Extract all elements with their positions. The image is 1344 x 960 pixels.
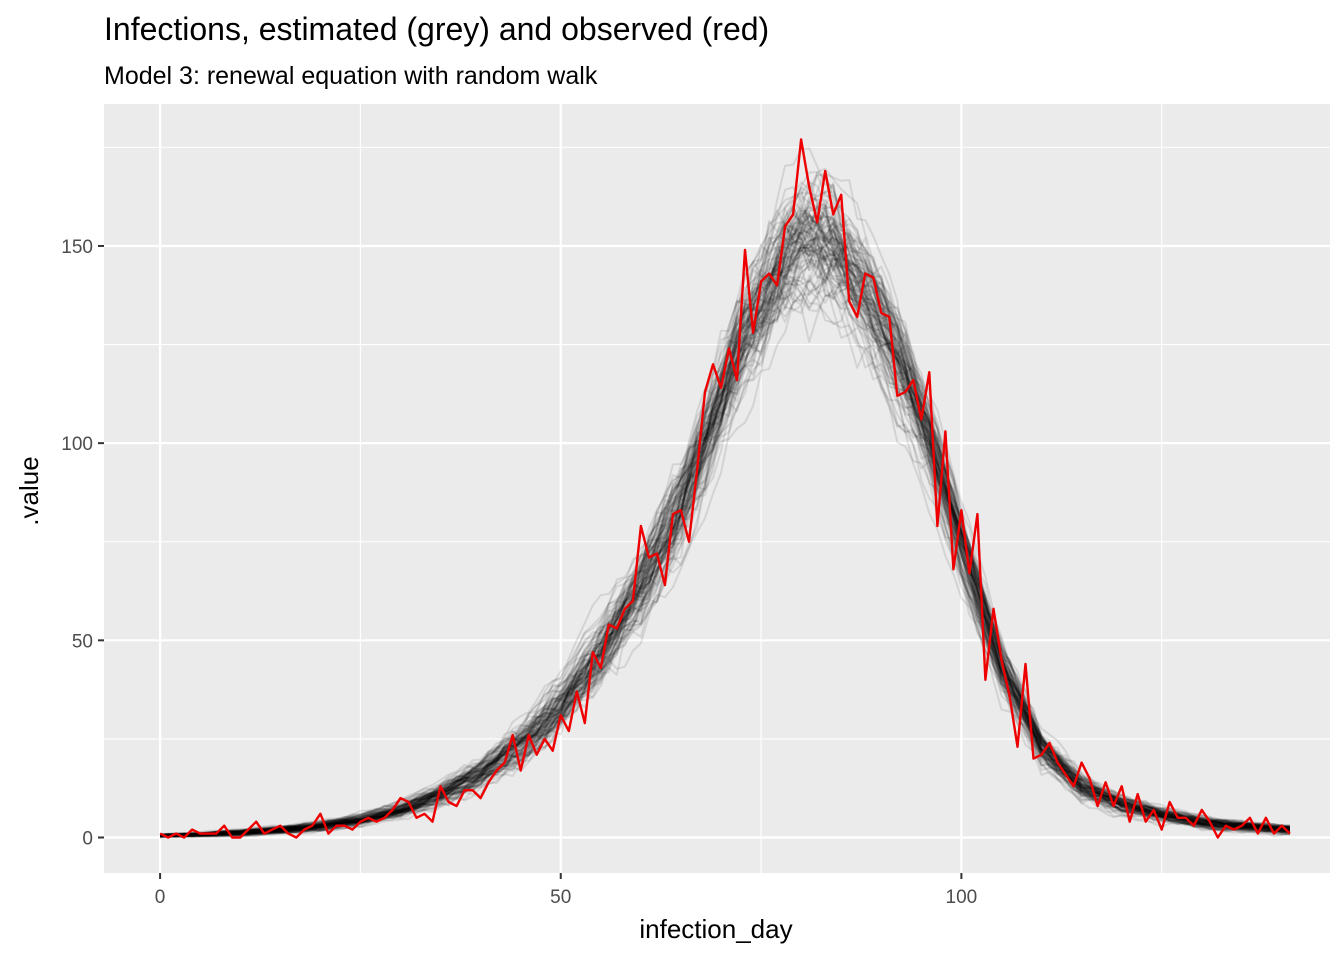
chart-title: Infections, estimated (grey) and observe… xyxy=(104,11,769,47)
estimated-draw-line xyxy=(160,200,1290,837)
estimated-draw-line xyxy=(160,239,1291,837)
estimated-draw-line xyxy=(160,241,1290,839)
x-tick-label: 0 xyxy=(155,887,166,908)
y-tick-label: 150 xyxy=(61,237,93,258)
estimated-draw-line xyxy=(160,199,1291,837)
x-tick-label: 100 xyxy=(946,887,978,908)
estimated-draw-line xyxy=(160,274,1291,839)
estimated-draw-line xyxy=(160,292,1291,839)
axes: 0 50 100 0 50 100 150 xyxy=(61,237,977,908)
observed-line xyxy=(159,138,1291,839)
estimated-draw-line xyxy=(160,218,1291,837)
plot-panel xyxy=(104,104,1330,873)
estimated-draw-line xyxy=(160,256,1291,838)
y-axis-title: .value xyxy=(14,456,44,525)
estimated-draw-line xyxy=(160,226,1291,836)
estimated-draw-line xyxy=(160,249,1290,838)
estimated-draw-line xyxy=(160,228,1290,837)
minor-gridlines xyxy=(104,104,1330,873)
estimated-draw-line xyxy=(159,247,1290,838)
estimated-draw-line xyxy=(160,275,1291,838)
estimated-draw-line xyxy=(160,205,1291,837)
observed-series xyxy=(159,138,1291,839)
estimated-draw-line xyxy=(159,220,1290,837)
estimated-draw-line xyxy=(160,240,1291,838)
estimated-draw-line xyxy=(160,215,1290,837)
estimated-draw-line xyxy=(160,236,1290,837)
x-axis-title: infection_day xyxy=(639,914,792,944)
chart-subtitle: Model 3: renewal equation with random wa… xyxy=(104,62,598,90)
estimated-draw-line xyxy=(160,206,1291,837)
estimated-draw-line xyxy=(160,219,1290,837)
estimated-draw-line xyxy=(160,190,1290,835)
x-tick-label: 50 xyxy=(550,887,571,908)
estimated-draw-line xyxy=(160,207,1291,838)
estimated-draw-line xyxy=(160,241,1291,838)
estimated-draw-line xyxy=(160,219,1291,837)
y-tick-label: 0 xyxy=(82,829,93,850)
estimated-draw-line xyxy=(160,289,1290,839)
major-gridlines xyxy=(104,104,1330,873)
estimated-draw-line xyxy=(159,228,1291,838)
estimated-draw-line xyxy=(160,173,1290,836)
estimated-draw-line xyxy=(160,253,1290,839)
estimated-draw-line xyxy=(160,212,1290,837)
estimated-draw-line xyxy=(160,235,1291,838)
y-tick-label: 50 xyxy=(72,631,93,652)
estimated-draw-line xyxy=(160,224,1290,837)
estimated-draw-line xyxy=(160,147,1291,837)
estimated-draw-line xyxy=(160,206,1290,837)
y-tick-label: 100 xyxy=(61,434,93,455)
estimated-draw-line xyxy=(160,224,1291,838)
